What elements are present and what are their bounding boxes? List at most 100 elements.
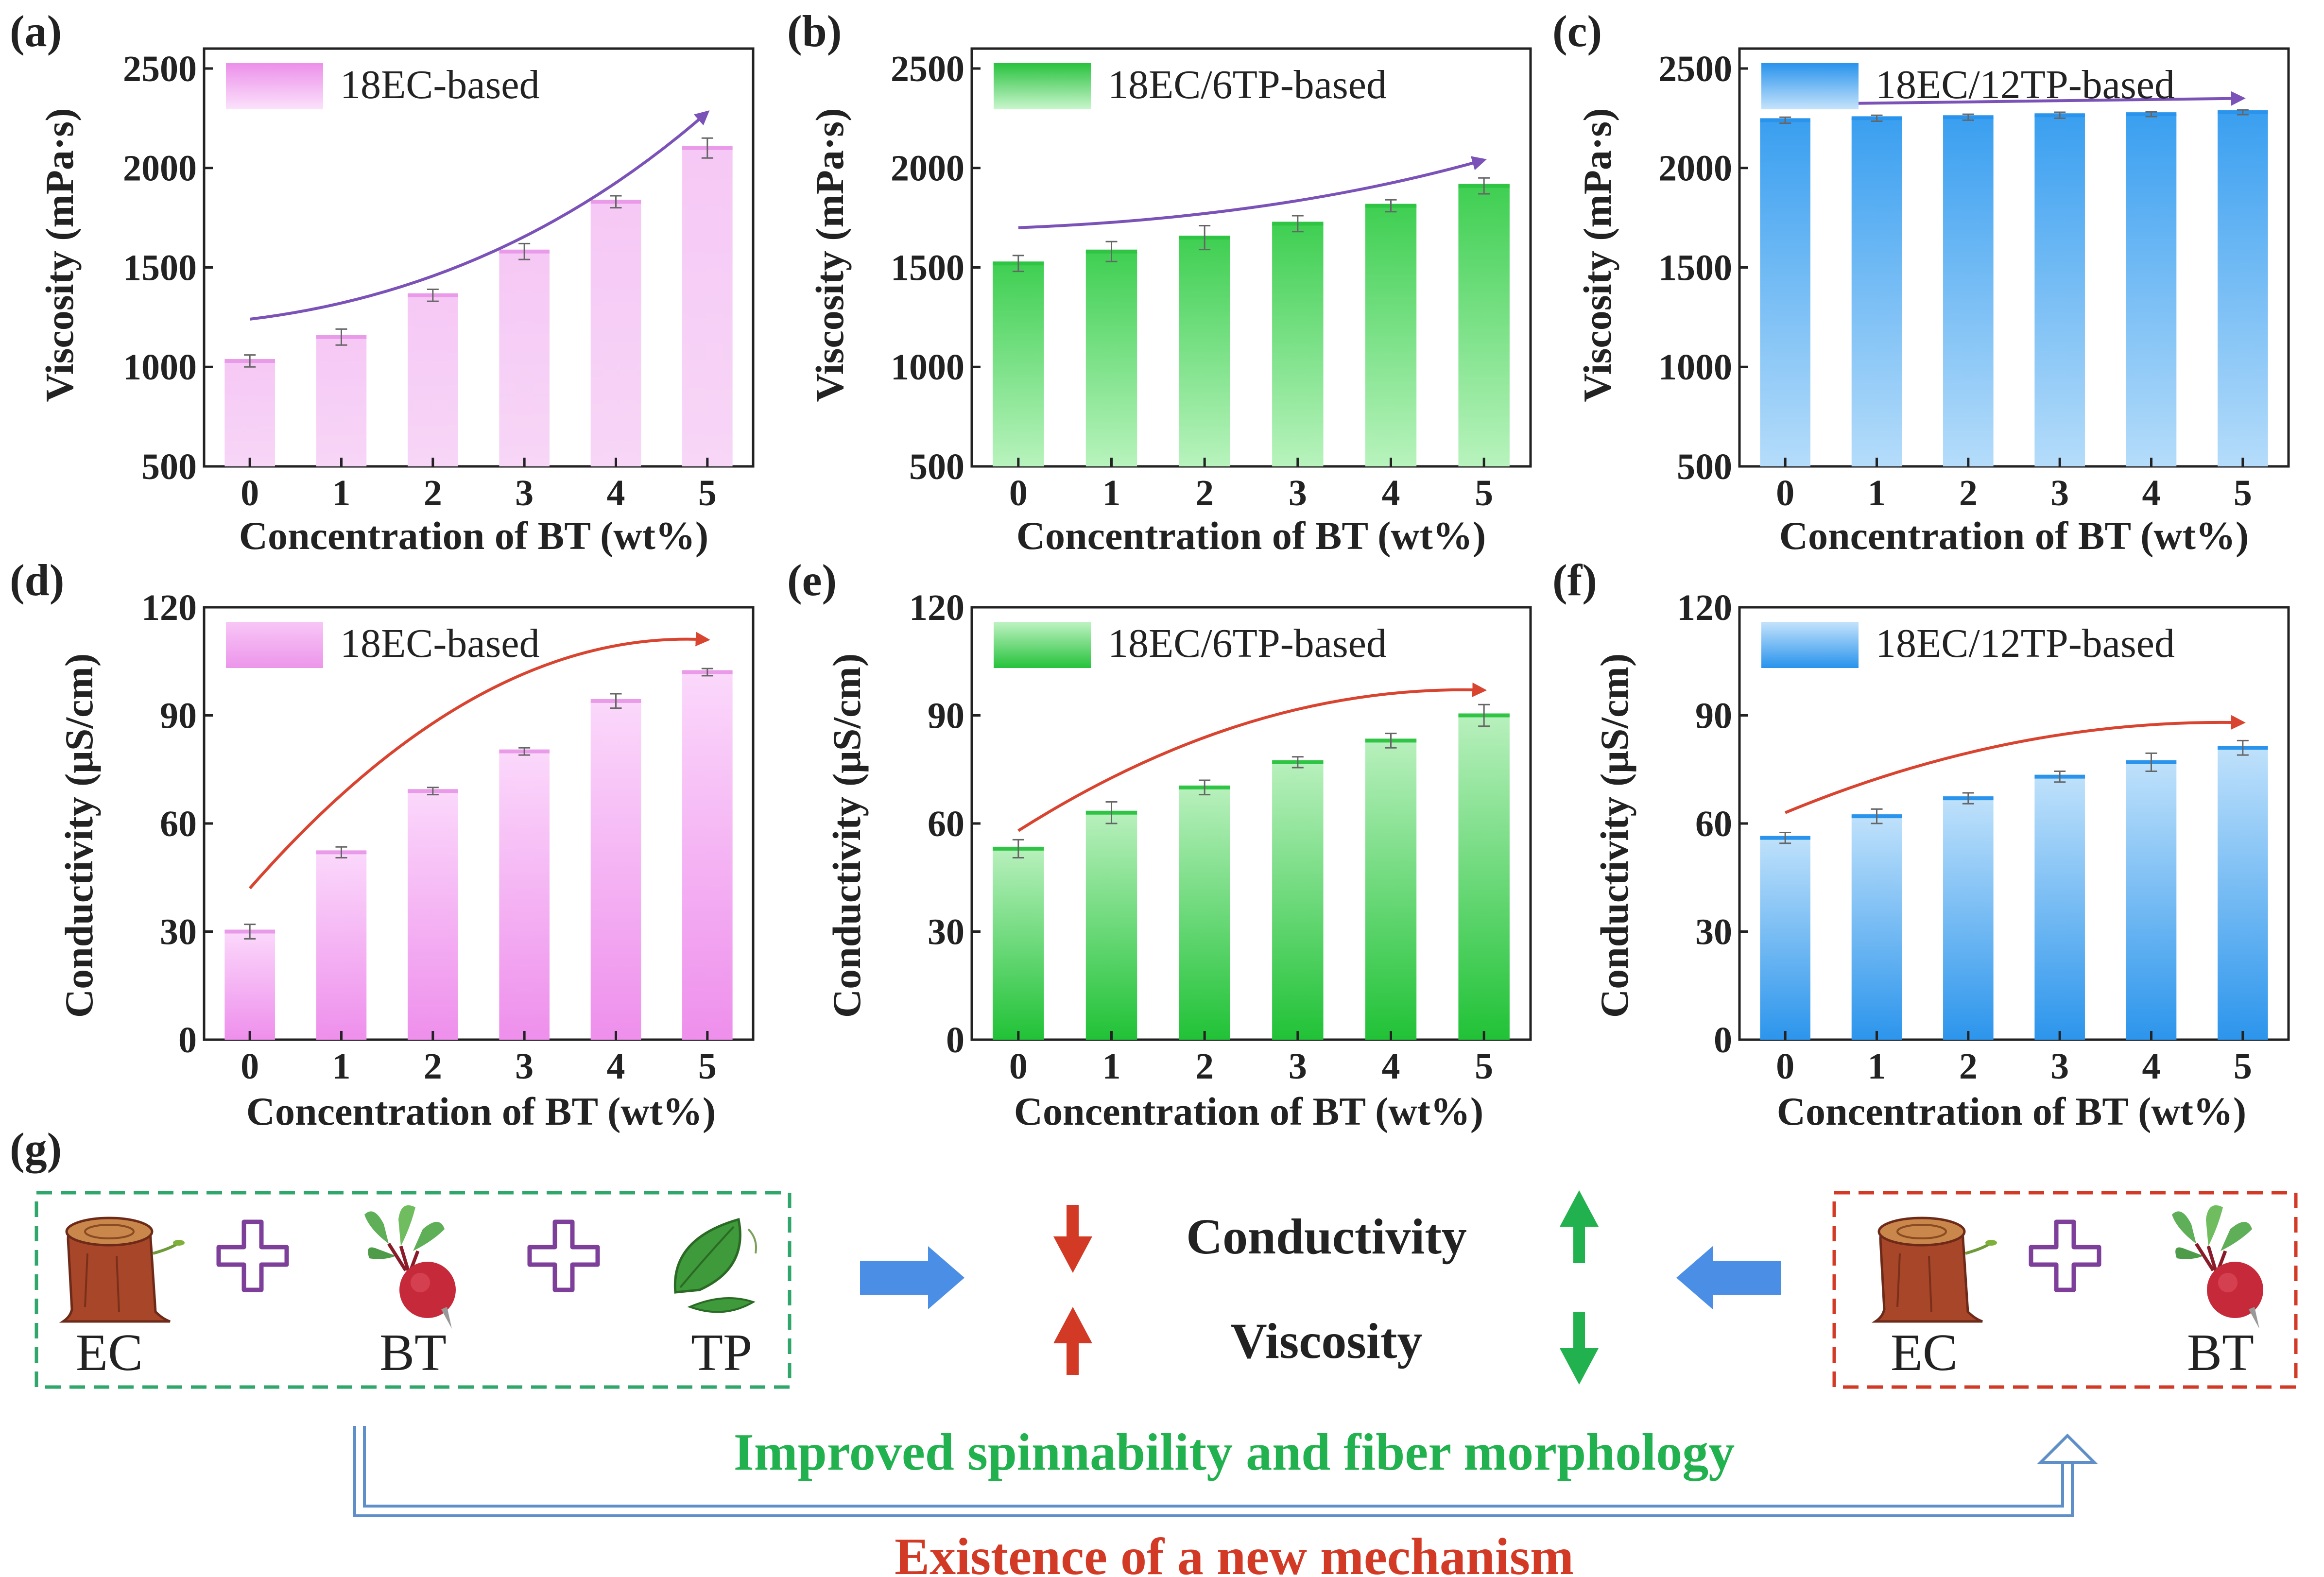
trend-arrow <box>248 632 710 890</box>
bar <box>590 202 641 466</box>
x-tick-label: 1 <box>1102 1046 1121 1087</box>
tea-leaf-icon <box>673 1217 757 1313</box>
x-tick-label: 2 <box>1195 1046 1214 1087</box>
x-axis-title-b: Concentration of BT (wt%) <box>1016 514 1486 558</box>
x-tick-label: 1 <box>1102 473 1121 514</box>
x-tick-label: 3 <box>2050 473 2069 514</box>
x-tick-label: 4 <box>607 1046 625 1087</box>
plot-frame <box>970 47 1532 468</box>
legend-label: 18EC-based <box>340 62 540 107</box>
green-arrow-down-icon <box>1560 1312 1599 1385</box>
bar <box>2126 762 2177 1040</box>
trend-arrow <box>1785 91 2246 106</box>
bar <box>993 848 1044 1040</box>
bar <box>2126 114 2177 467</box>
bar <box>499 251 550 466</box>
x-tick-label: 3 <box>1289 473 1307 514</box>
x-tick-label: 5 <box>698 473 717 514</box>
y-tick-label: 2000 <box>1658 148 1732 189</box>
bar <box>2034 115 2085 466</box>
plot-frame <box>1738 47 2290 468</box>
x-tick-label: 0 <box>1776 473 1794 514</box>
svg-text:Viscosity (mPa·s): Viscosity (mPa·s) <box>1575 108 1619 402</box>
y-tick-label: 2500 <box>123 49 197 89</box>
x-tick-label: 0 <box>241 1046 259 1087</box>
y-axis-title-a: Viscosity (mPa·s) <box>37 108 82 402</box>
y-tick-label: 30 <box>928 912 964 953</box>
y-tick-label: 30 <box>1695 912 1732 953</box>
x-axis-title-f: Concentration of BT (wt%) <box>1777 1089 2246 1133</box>
plus-icon <box>216 1219 289 1292</box>
x-tick-label: 4 <box>1382 473 1400 514</box>
x-tick-label: 2 <box>424 1046 442 1087</box>
panel-label-a: (a) <box>10 6 62 56</box>
y-tick-label: 1000 <box>891 347 964 388</box>
bar <box>993 263 1044 466</box>
legend-label: 18EC/6TP-based <box>1108 621 1387 666</box>
y-tick-label: 90 <box>1695 696 1732 737</box>
panel-f: (f) Conductivity (μS/cm) Concentration o… <box>1552 555 2290 1133</box>
y-axis-title-f: Conductivity (μS/cm) <box>1592 653 1636 1018</box>
svg-text:Viscosity (mPa·s): Viscosity (mPa·s) <box>808 108 852 402</box>
x-tick-label: 5 <box>1475 473 1493 514</box>
bar <box>682 148 733 466</box>
y-tick-label: 0 <box>1714 1020 1732 1061</box>
panel-b: (b) Viscosity (mPa·s) Concentration of B… <box>787 6 1532 558</box>
x-tick-label: 5 <box>2234 1046 2252 1087</box>
y-tick-label: 90 <box>928 696 964 737</box>
x-tick-label: 1 <box>332 1046 351 1087</box>
bar <box>1365 740 1417 1040</box>
y-tick-label: 120 <box>1677 587 1732 628</box>
bar <box>408 295 458 466</box>
trend-arrow <box>1017 682 1487 832</box>
arrow-left-icon <box>1676 1246 1781 1309</box>
y-tick-label: 2000 <box>123 148 197 189</box>
bar <box>1851 816 1902 1040</box>
x-axis-title-e: Concentration of BT (wt%) <box>1014 1089 1483 1133</box>
x-tick-label: 3 <box>515 1046 534 1087</box>
x-tick-label: 0 <box>1776 1046 1794 1087</box>
y-axis-title-c: Viscosity (mPa·s) <box>1575 108 1619 402</box>
svg-text:Conductivity (μS/cm): Conductivity (μS/cm) <box>57 653 101 1018</box>
x-tick-label: 2 <box>1959 1046 1978 1087</box>
y-tick-label: 500 <box>909 446 964 487</box>
x-tick-label: 2 <box>1195 473 1214 514</box>
bar <box>1760 120 1810 466</box>
bar <box>316 852 367 1040</box>
plus-icon <box>527 1219 600 1292</box>
y-tick-label: 0 <box>178 1020 197 1061</box>
bar <box>682 672 733 1040</box>
red-arrow-up-icon <box>1053 1307 1092 1375</box>
label-ec-left: EC <box>76 1324 143 1382</box>
legend-swatch <box>1761 63 1859 109</box>
x-tick-label: 1 <box>1868 473 1886 514</box>
x-axis-title-c: Concentration of BT (wt%) <box>1779 514 2249 558</box>
x-tick-label: 1 <box>332 473 351 514</box>
y-axis-title-d: Conductivity (μS/cm) <box>57 653 101 1018</box>
x-tick-label: 4 <box>607 473 625 514</box>
bar <box>1365 206 1417 466</box>
improved-text: Improved spinnability and fiber morpholo… <box>734 1423 1735 1481</box>
panel-d: (d) Conductivity (μS/cm) Concentration o… <box>10 555 755 1133</box>
plot-frame <box>970 606 1532 1041</box>
trend-arrow <box>1018 156 1487 229</box>
panel-label-b: (b) <box>787 6 842 56</box>
panel-e: (e) Conductivity (μS/cm) Concentration o… <box>787 555 1532 1133</box>
x-tick-label: 5 <box>2234 473 2252 514</box>
x-tick-label: 3 <box>2050 1046 2069 1087</box>
beetroot-icon <box>2172 1205 2263 1329</box>
y-tick-label: 60 <box>160 804 197 844</box>
panel-a: (a) Viscosity (mPa·s) Concentration of B… <box>10 6 755 558</box>
legend-swatch <box>994 63 1091 109</box>
left-dashed-box <box>34 1191 792 1389</box>
plus-icon <box>2029 1219 2101 1292</box>
bar <box>590 701 641 1040</box>
panel-g: (g) EC <box>10 1124 2298 1577</box>
y-tick-label: 120 <box>141 587 197 628</box>
y-tick-label: 90 <box>160 696 197 737</box>
bar <box>1085 251 1137 466</box>
label-tp: TP <box>691 1324 752 1382</box>
bar <box>316 337 367 466</box>
x-tick-label: 1 <box>1868 1046 1886 1087</box>
y-tick-label: 0 <box>946 1020 964 1061</box>
